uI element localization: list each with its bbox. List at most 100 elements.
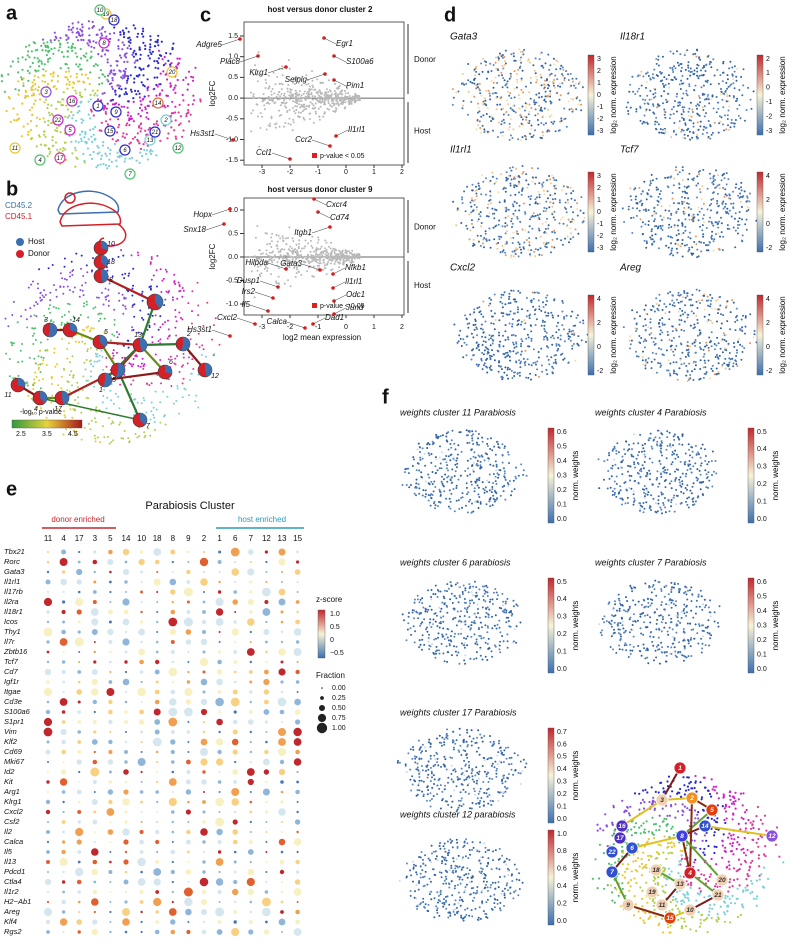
cell-point bbox=[70, 45, 73, 48]
cell-point bbox=[157, 44, 160, 47]
cell-point bbox=[172, 88, 175, 91]
cell-point bbox=[577, 344, 580, 347]
cell-point bbox=[213, 353, 216, 355]
cell-point bbox=[536, 291, 539, 294]
legend-title: -log₁₀ p-value bbox=[20, 409, 62, 416]
cell-point bbox=[654, 127, 657, 130]
cell-point bbox=[123, 160, 126, 163]
cell-point bbox=[21, 102, 24, 105]
cell-point bbox=[123, 36, 126, 39]
gene-point bbox=[295, 243, 298, 246]
cell-point bbox=[512, 231, 515, 234]
cell-point bbox=[633, 188, 636, 191]
gene-point bbox=[266, 267, 269, 270]
cell-point bbox=[509, 167, 511, 169]
cell-point bbox=[75, 119, 78, 122]
cell-point bbox=[627, 112, 630, 115]
cluster-marker bbox=[98, 37, 110, 49]
cell-point bbox=[117, 395, 120, 398]
cell-point bbox=[545, 200, 548, 203]
cell-point bbox=[143, 436, 146, 439]
gene-point bbox=[276, 245, 279, 248]
cell-point bbox=[498, 235, 501, 238]
cell-point bbox=[516, 78, 518, 81]
gene-label: Hopx bbox=[193, 210, 213, 219]
cell-point bbox=[669, 176, 672, 179]
cell-point bbox=[98, 129, 101, 132]
cell-point bbox=[486, 206, 489, 209]
cell-point bbox=[477, 218, 480, 221]
cell-point bbox=[665, 98, 667, 101]
cell-point bbox=[148, 324, 151, 327]
pie-slice bbox=[140, 413, 148, 426]
cell-point bbox=[60, 387, 63, 390]
cell-point bbox=[495, 177, 498, 180]
cell-point bbox=[542, 115, 545, 117]
cell-point bbox=[126, 122, 129, 125]
cell-point bbox=[534, 248, 537, 251]
cell-point bbox=[78, 91, 82, 94]
gene-point bbox=[339, 98, 342, 101]
cell-point bbox=[707, 94, 709, 96]
cell-point bbox=[698, 210, 701, 213]
cell-point bbox=[117, 45, 120, 48]
gene-point bbox=[287, 248, 290, 251]
gene-point bbox=[337, 253, 340, 256]
cell-point bbox=[649, 182, 652, 185]
cell-point bbox=[134, 52, 138, 56]
cell-point bbox=[489, 246, 492, 249]
gene-point bbox=[327, 100, 330, 102]
cell-point bbox=[513, 59, 516, 62]
cluster-marker bbox=[152, 97, 164, 109]
cell-point bbox=[663, 76, 666, 79]
cell-point bbox=[509, 350, 512, 353]
cell-point bbox=[638, 209, 641, 212]
cell-point bbox=[672, 105, 675, 108]
cell-point bbox=[463, 341, 466, 344]
cell-point bbox=[90, 45, 93, 48]
cell-point bbox=[513, 375, 516, 377]
cell-point bbox=[497, 223, 500, 226]
cell-point bbox=[500, 368, 503, 371]
cell-point bbox=[128, 362, 131, 365]
legend-swatch bbox=[16, 238, 24, 246]
colorbar-tick: -1 bbox=[766, 99, 772, 106]
cell-point bbox=[582, 322, 585, 325]
gene-point bbox=[268, 251, 271, 254]
cell-point bbox=[465, 224, 468, 227]
cell-point bbox=[43, 296, 45, 299]
cell-point bbox=[578, 80, 581, 83]
cell-point bbox=[708, 172, 711, 175]
cell-point bbox=[71, 336, 74, 339]
cell-point bbox=[544, 330, 547, 333]
cell-point bbox=[553, 79, 555, 81]
gene-point bbox=[295, 251, 297, 254]
cell-point bbox=[169, 84, 173, 87]
cell-point bbox=[107, 80, 110, 83]
cell-point bbox=[190, 75, 193, 78]
cell-point bbox=[165, 52, 168, 55]
gene-point bbox=[256, 263, 259, 266]
cell-point bbox=[149, 261, 152, 264]
cell-point bbox=[732, 96, 735, 99]
cell-point bbox=[521, 187, 524, 190]
cell-point bbox=[720, 88, 722, 90]
cell-point bbox=[62, 433, 65, 436]
cell-point bbox=[568, 330, 571, 333]
gene-point bbox=[252, 96, 255, 99]
mouse-label: CD45.1 bbox=[5, 212, 33, 221]
cell-point bbox=[550, 245, 553, 248]
cell-point bbox=[57, 39, 60, 42]
cell-point bbox=[513, 346, 516, 349]
cell-point bbox=[140, 362, 143, 365]
cell-point bbox=[20, 315, 23, 318]
label-leader bbox=[313, 198, 327, 206]
cell-point bbox=[66, 78, 69, 81]
gene-point bbox=[318, 262, 321, 265]
cell-point bbox=[644, 99, 647, 101]
cell-point bbox=[138, 126, 141, 129]
cell-point bbox=[639, 94, 642, 97]
cell-point bbox=[46, 338, 49, 341]
gene-point bbox=[319, 105, 322, 108]
gene-point bbox=[296, 249, 298, 252]
